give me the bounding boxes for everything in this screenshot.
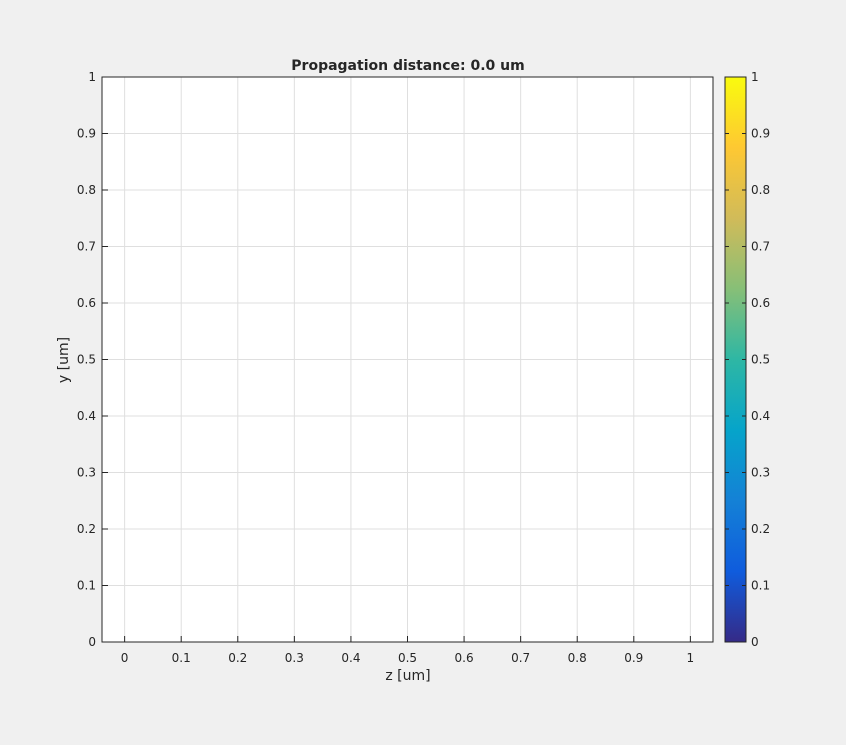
colorbar-tick-label: 0.3 bbox=[751, 466, 770, 480]
y-tick-label: 0.7 bbox=[77, 240, 96, 254]
colorbar-tick-label: 0.6 bbox=[751, 296, 770, 310]
x-tick-label: 0.7 bbox=[511, 651, 530, 665]
x-tick-label: 0 bbox=[121, 651, 129, 665]
x-tick-label: 1 bbox=[687, 651, 695, 665]
colorbar-tick-label: 0.4 bbox=[751, 409, 770, 423]
y-tick-label: 1 bbox=[88, 70, 96, 84]
x-tick-label: 0.9 bbox=[624, 651, 643, 665]
x-tick-label: 0.4 bbox=[341, 651, 360, 665]
x-axis-ticks: 0 0.1 0.2 0.3 0.4 0.5 0.6 0.7 0.8 0.9 1 bbox=[121, 636, 694, 665]
y-tick-label: 0.6 bbox=[77, 296, 96, 310]
y-tick-label: 0.1 bbox=[77, 579, 96, 593]
x-tick-label: 0.5 bbox=[398, 651, 417, 665]
colorbar-tick-label: 0.9 bbox=[751, 127, 770, 141]
colorbar-tick-label: 0.1 bbox=[751, 579, 770, 593]
x-tick-label: 0.6 bbox=[455, 651, 474, 665]
y-axis-label: y [um] bbox=[56, 337, 72, 383]
x-axis-label: z [um] bbox=[385, 668, 430, 684]
y-tick-label: 0.8 bbox=[77, 183, 96, 197]
y-tick-label: 0 bbox=[88, 635, 96, 649]
colorbar-tick-label: 0.7 bbox=[751, 240, 770, 254]
chart-title: Propagation distance: 0.0 um bbox=[291, 58, 524, 74]
colorbar-tick-label: 0.8 bbox=[751, 183, 770, 197]
y-axis-ticks: 0 0.1 0.2 0.3 0.4 0.5 0.6 0.7 0.8 0.9 1 bbox=[77, 70, 108, 649]
y-tick-label: 0.5 bbox=[77, 353, 96, 367]
x-tick-label: 0.2 bbox=[228, 651, 247, 665]
y-tick-label: 0.3 bbox=[77, 466, 96, 480]
x-tick-label: 0.8 bbox=[568, 651, 587, 665]
colorbar-tick-label: 0.5 bbox=[751, 353, 770, 367]
y-tick-label: 0.9 bbox=[77, 127, 96, 141]
y-tick-label: 0.2 bbox=[77, 522, 96, 536]
x-tick-label: 0.1 bbox=[172, 651, 191, 665]
colorbar-tick-label: 0 bbox=[751, 635, 759, 649]
colorbar-ticks: 0 0.1 0.2 0.3 0.4 0.5 0.6 0.7 0.8 0.9 1 bbox=[725, 70, 770, 649]
colorbar-tick-label: 0.2 bbox=[751, 522, 770, 536]
x-tick-label: 0.3 bbox=[285, 651, 304, 665]
colorbar-tick-label: 1 bbox=[751, 70, 759, 84]
y-tick-label: 0.4 bbox=[77, 409, 96, 423]
